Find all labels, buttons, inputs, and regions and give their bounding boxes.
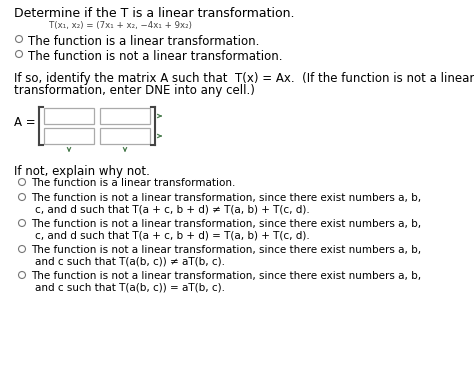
Text: The function is not a linear transformation.: The function is not a linear transformat… (28, 50, 283, 63)
Text: The function is not a linear transformation, since there exist numbers a, b,: The function is not a linear transformat… (31, 193, 421, 203)
Text: transformation, enter DNE into any cell.): transformation, enter DNE into any cell.… (14, 84, 255, 97)
Text: and c such that T(a(b, c)) ≠ aT(b, c).: and c such that T(a(b, c)) ≠ aT(b, c). (35, 256, 225, 266)
Text: The function is not a linear transformation, since there exist numbers a, b,: The function is not a linear transformat… (31, 245, 421, 255)
Text: A =: A = (14, 116, 36, 129)
FancyBboxPatch shape (100, 108, 150, 124)
Text: T(x₁, x₂) = (7x₁ + x₂, −4x₁ + 9x₂): T(x₁, x₂) = (7x₁ + x₂, −4x₁ + 9x₂) (49, 21, 192, 30)
Text: c, and d such that T(a + c, b + d) = T(a, b) + T(c, d).: c, and d such that T(a + c, b + d) = T(a… (35, 230, 310, 240)
Text: If not, explain why not.: If not, explain why not. (14, 165, 150, 178)
FancyBboxPatch shape (44, 128, 94, 144)
FancyBboxPatch shape (100, 128, 150, 144)
Text: c, and d such that T(a + c, b + d) ≠ T(a, b) + T(c, d).: c, and d such that T(a + c, b + d) ≠ T(a… (35, 204, 310, 214)
Text: and c such that T(a(b, c)) = aT(b, c).: and c such that T(a(b, c)) = aT(b, c). (35, 282, 225, 292)
Text: The function is a linear transformation.: The function is a linear transformation. (28, 35, 259, 48)
Text: The function is not a linear transformation, since there exist numbers a, b,: The function is not a linear transformat… (31, 219, 421, 229)
Text: The function is not a linear transformation, since there exist numbers a, b,: The function is not a linear transformat… (31, 271, 421, 281)
FancyBboxPatch shape (44, 108, 94, 124)
Text: If so, identify the matrix A such that  T(x) = Ax.  (If the function is not a li: If so, identify the matrix A such that T… (14, 72, 474, 85)
Text: Determine if the T is a linear transformation.: Determine if the T is a linear transform… (14, 7, 294, 20)
Text: The function is a linear transformation.: The function is a linear transformation. (31, 178, 236, 188)
